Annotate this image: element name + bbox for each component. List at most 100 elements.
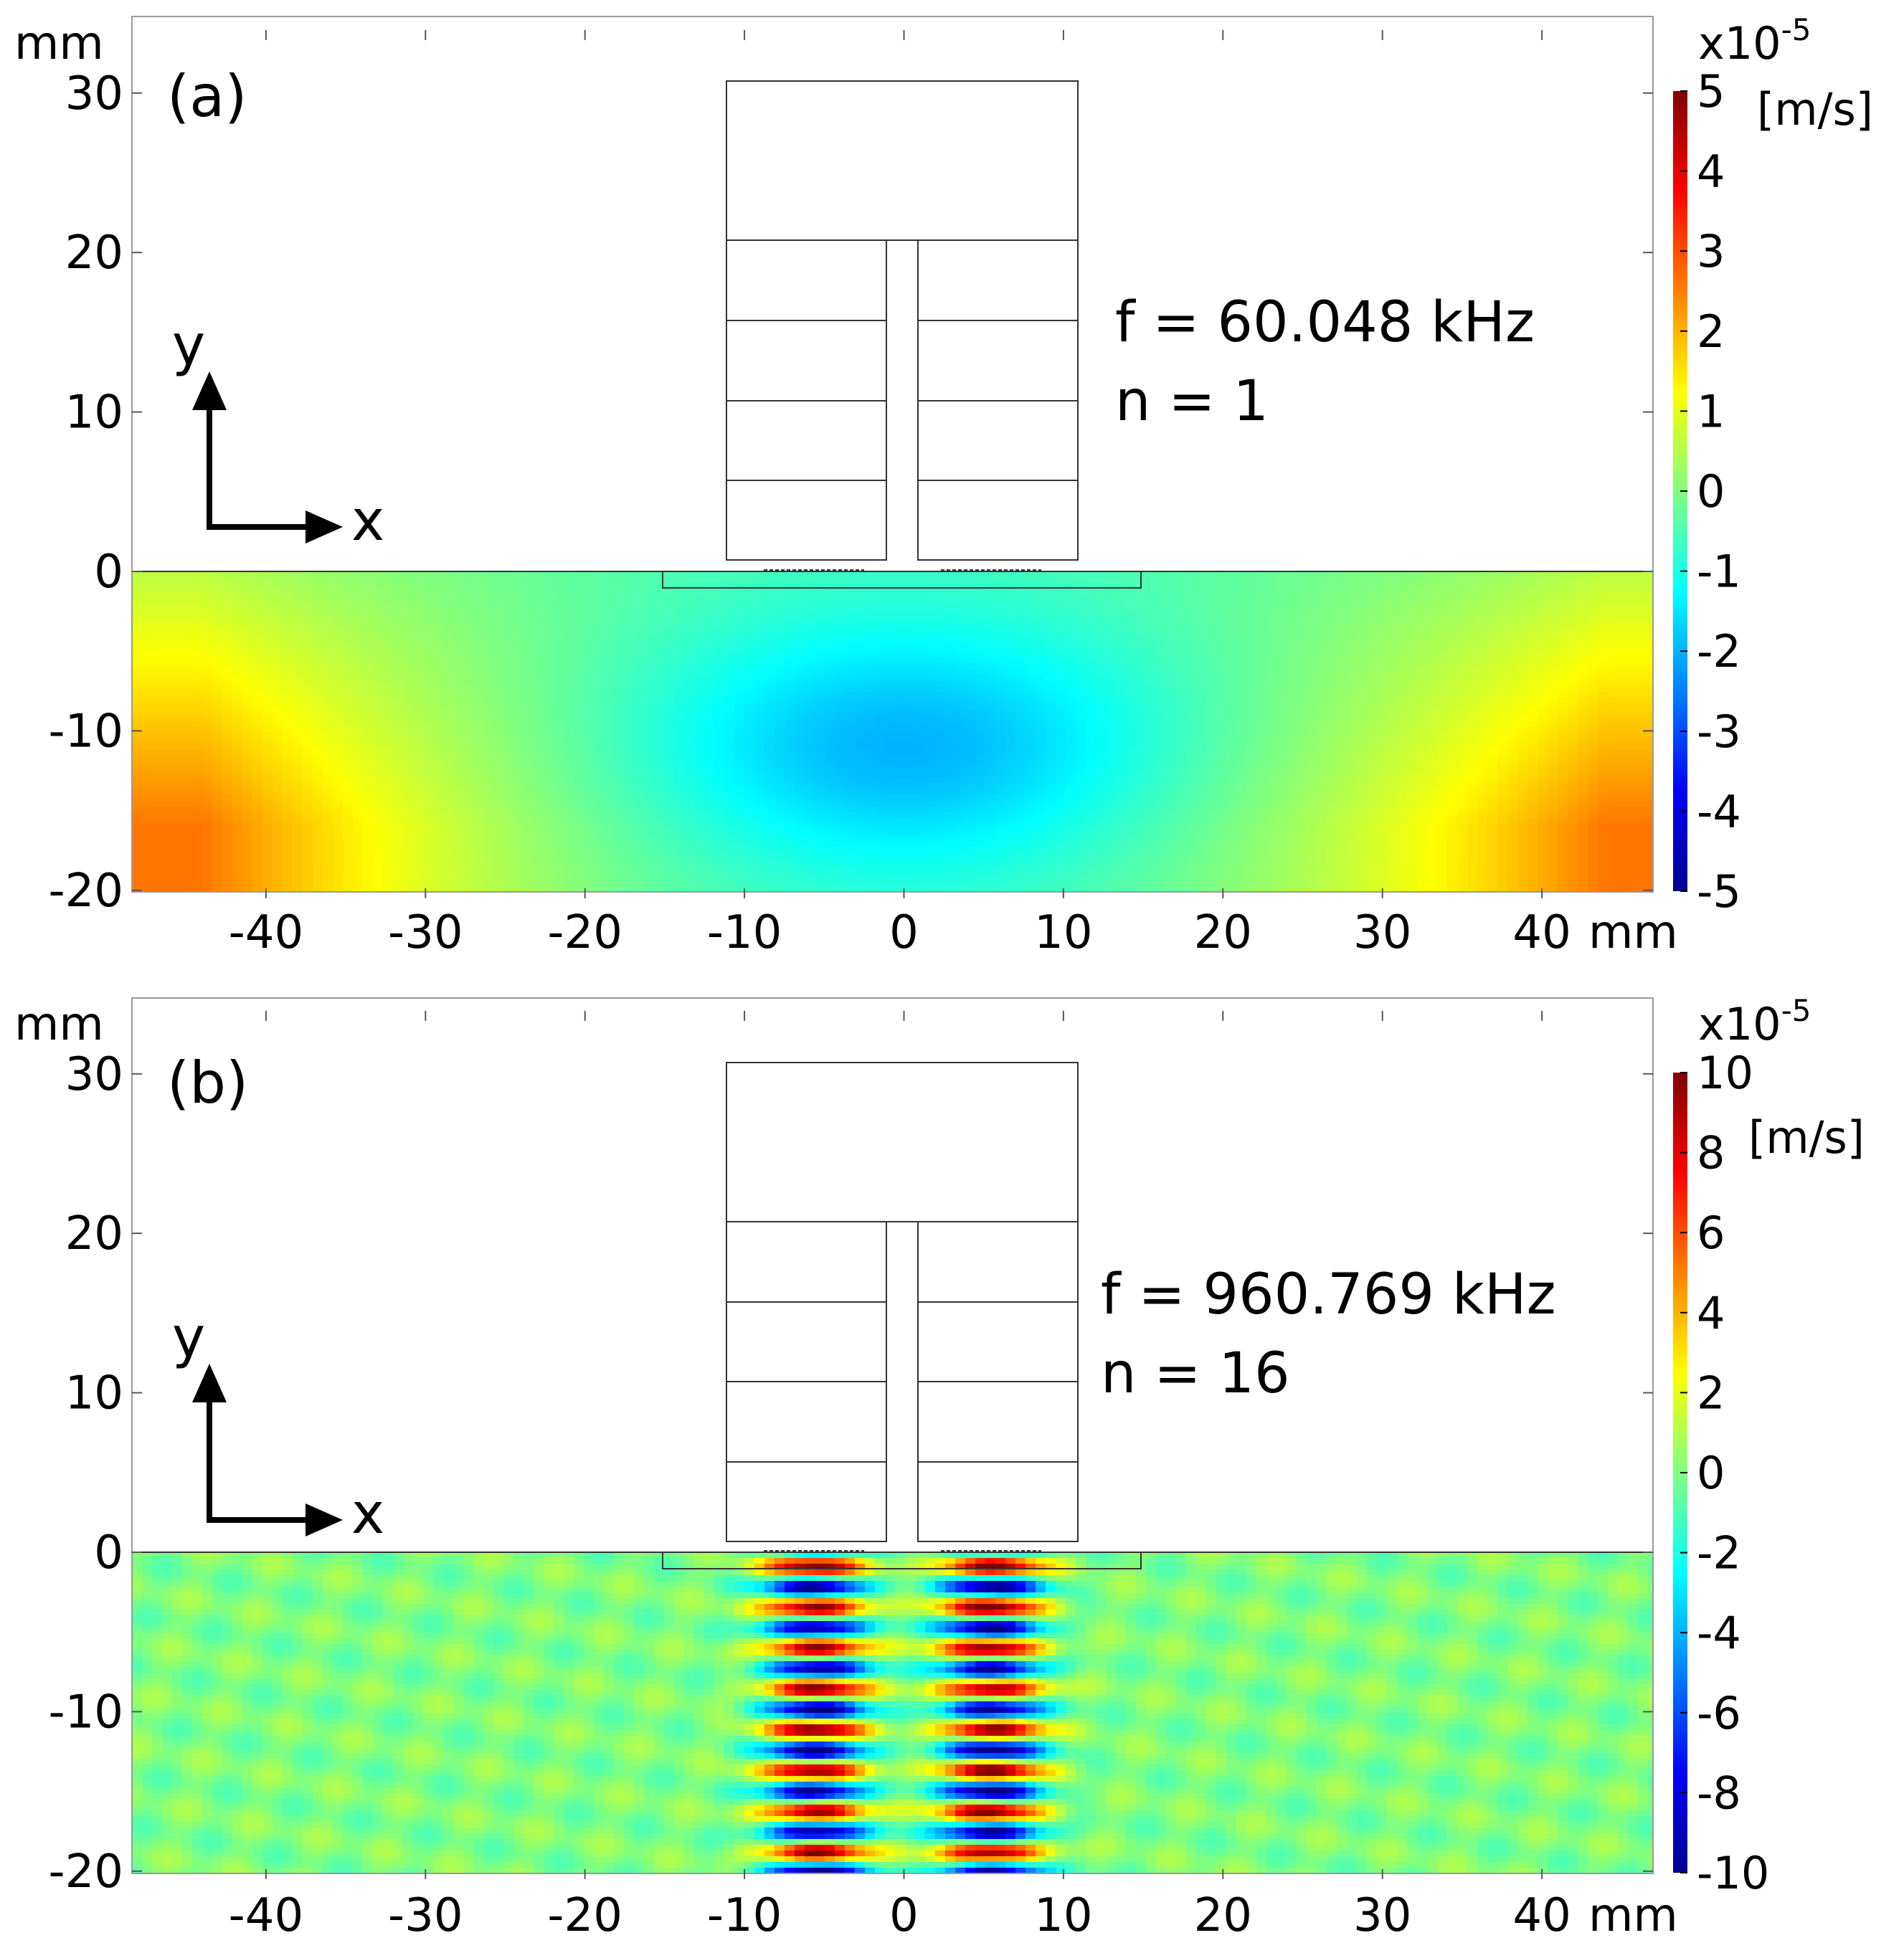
field-cell <box>443 594 454 601</box>
field-cell <box>955 646 966 652</box>
field-cell <box>1126 703 1137 710</box>
field-cell <box>192 686 203 693</box>
field-cell <box>855 612 866 618</box>
field-cell <box>1036 726 1046 733</box>
field-cell <box>1266 738 1277 744</box>
field-cell <box>162 589 173 595</box>
field-cell <box>1467 657 1478 664</box>
field-cell <box>132 738 143 744</box>
field-cell <box>1447 589 1458 595</box>
field-cell <box>1126 721 1137 727</box>
field-cell <box>1407 749 1418 756</box>
field-cell <box>1558 669 1568 675</box>
field-cell <box>594 669 605 675</box>
field-cell <box>273 606 283 612</box>
field-cell <box>1568 738 1578 744</box>
field-cell <box>162 623 173 629</box>
field-cell <box>764 589 775 595</box>
field-cell <box>393 663 404 670</box>
field-cell <box>1528 663 1538 670</box>
field-cell <box>1337 703 1348 710</box>
field-cell <box>1026 703 1036 710</box>
field-cell <box>1427 663 1438 670</box>
field-cell <box>1638 721 1649 727</box>
field-cell <box>925 589 936 595</box>
field-cell <box>1628 612 1639 618</box>
field-cell <box>283 589 293 595</box>
field-cell <box>1477 640 1488 647</box>
field-cell <box>1196 732 1207 738</box>
field-cell <box>1287 726 1297 733</box>
field-cell <box>664 657 675 664</box>
field-cell <box>1096 635 1107 641</box>
field-cell <box>132 698 143 704</box>
field-cell <box>1337 657 1348 664</box>
field-cell <box>433 640 444 647</box>
field-cell <box>1046 571 1056 578</box>
field-cell <box>1528 577 1538 584</box>
field-cell <box>1367 629 1378 635</box>
field-cell <box>1226 623 1237 629</box>
field-cell <box>413 635 424 641</box>
field-cell <box>132 652 143 658</box>
field-cell <box>1598 623 1609 629</box>
field-cell <box>734 755 745 761</box>
field-cell <box>915 663 926 670</box>
field-cell <box>714 669 725 675</box>
field-cell <box>905 755 916 761</box>
field-cell <box>764 617 775 624</box>
field-cell <box>1598 709 1609 716</box>
field-cell <box>534 686 544 693</box>
field-cell <box>1287 738 1297 744</box>
field-cell <box>1447 726 1458 733</box>
field-cell <box>463 749 474 756</box>
field-cell <box>222 594 233 601</box>
field-cell <box>885 692 896 698</box>
field-cell <box>925 629 936 635</box>
field-cell <box>564 738 574 744</box>
field-cell <box>423 675 434 681</box>
field-cell <box>142 709 153 716</box>
field-cell <box>353 652 364 658</box>
field-cell <box>473 646 484 652</box>
field-cell <box>815 646 825 652</box>
field-cell <box>925 743 936 750</box>
field-cell <box>252 715 263 721</box>
field-cell <box>1076 657 1086 664</box>
field-cell <box>1277 749 1287 756</box>
field-cell <box>825 721 835 727</box>
field-cell <box>1106 721 1117 727</box>
field-cell <box>744 629 755 635</box>
field-cell <box>1186 692 1197 698</box>
field-cell <box>403 675 414 681</box>
field-cell <box>995 640 1006 647</box>
field-cell <box>1638 652 1649 658</box>
field-cell <box>1407 652 1418 658</box>
field-cell <box>1608 571 1619 578</box>
field-cell <box>744 726 755 733</box>
field-cell <box>1256 589 1267 595</box>
field-cell <box>433 732 444 738</box>
field-cell <box>1628 715 1639 721</box>
field-cell <box>915 698 926 704</box>
field-cell <box>1618 669 1629 675</box>
field-cell <box>172 715 183 721</box>
field-cell <box>1106 583 1117 589</box>
field-cell <box>1076 612 1086 618</box>
field-cell <box>283 738 293 744</box>
field-cell <box>775 612 785 618</box>
field-cell <box>1437 571 1448 578</box>
field-cell <box>152 732 163 738</box>
field-cell <box>232 617 243 624</box>
field-cell <box>1126 640 1137 647</box>
field-cell <box>1317 652 1327 658</box>
field-cell <box>1598 635 1609 641</box>
field-cell <box>704 623 715 629</box>
field-cell <box>1437 669 1448 675</box>
field-cell <box>855 629 866 635</box>
field-cell <box>1477 669 1488 675</box>
field-cell <box>624 755 635 761</box>
field-cell <box>925 726 936 733</box>
field-cell <box>1256 640 1267 647</box>
field-cell <box>1015 612 1026 618</box>
